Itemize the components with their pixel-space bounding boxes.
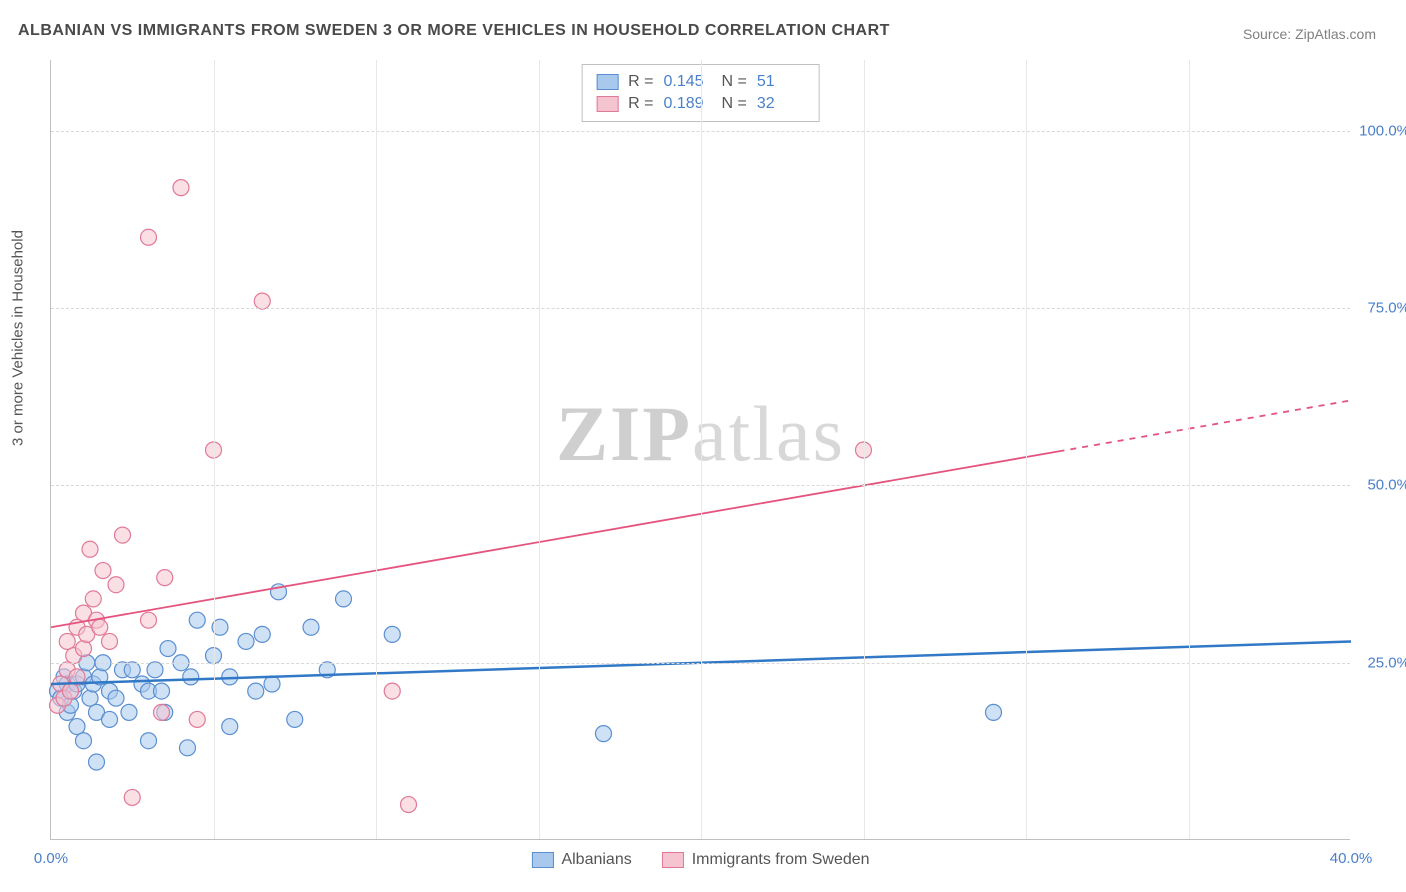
- data-point: [986, 704, 1002, 720]
- y-tick-label: 50.0%: [1367, 477, 1406, 494]
- data-point: [124, 662, 140, 678]
- data-point: [384, 626, 400, 642]
- gridline-v: [376, 60, 377, 839]
- legend-n-value: 32: [757, 95, 805, 113]
- legend-swatch: [531, 852, 553, 868]
- gridline-v: [864, 60, 865, 839]
- data-point: [154, 683, 170, 699]
- data-point: [108, 690, 124, 706]
- data-point: [82, 690, 98, 706]
- data-point: [141, 733, 157, 749]
- y-tick-label: 100.0%: [1359, 122, 1406, 139]
- data-point: [189, 711, 205, 727]
- data-point: [287, 711, 303, 727]
- data-point: [89, 754, 105, 770]
- data-point: [76, 733, 92, 749]
- trend-line-dashed: [1059, 400, 1352, 451]
- legend-swatch: [596, 74, 618, 90]
- data-point: [102, 633, 118, 649]
- data-point: [248, 683, 264, 699]
- data-point: [336, 591, 352, 607]
- data-point: [147, 662, 163, 678]
- gridline-v: [1026, 60, 1027, 839]
- legend-n-label: N =: [722, 73, 747, 91]
- data-point: [85, 591, 101, 607]
- source-attribution: Source: ZipAtlas.com: [1243, 26, 1376, 42]
- data-point: [63, 683, 79, 699]
- data-point: [141, 229, 157, 245]
- legend-swatch: [662, 852, 684, 868]
- legend-r-label: R =: [628, 95, 653, 113]
- data-point: [82, 541, 98, 557]
- data-point: [160, 641, 176, 657]
- data-point: [254, 293, 270, 309]
- data-point: [157, 570, 173, 586]
- plot-area: ZIPatlas R =0.145N =51R =0.189N =32 Alba…: [50, 60, 1350, 840]
- data-point: [238, 633, 254, 649]
- trend-line: [51, 451, 1059, 627]
- x-tick-label: 0.0%: [34, 850, 68, 867]
- legend-series-label: Immigrants from Sweden: [692, 851, 870, 869]
- data-point: [173, 180, 189, 196]
- data-point: [264, 676, 280, 692]
- data-point: [108, 577, 124, 593]
- gridline-v: [1189, 60, 1190, 839]
- data-point: [596, 726, 612, 742]
- x-tick-label: 40.0%: [1330, 850, 1373, 867]
- legend-series-item: Albanians: [531, 851, 631, 869]
- data-point: [222, 719, 238, 735]
- legend-series-label: Albanians: [561, 851, 631, 869]
- chart-container: ALBANIAN VS IMMIGRANTS FROM SWEDEN 3 OR …: [0, 0, 1406, 892]
- data-point: [141, 612, 157, 628]
- data-point: [59, 633, 75, 649]
- legend-r-label: R =: [628, 73, 653, 91]
- data-point: [124, 789, 140, 805]
- y-axis-label: 3 or more Vehicles in Household: [10, 230, 27, 446]
- data-point: [183, 669, 199, 685]
- legend-n-label: N =: [722, 95, 747, 113]
- data-point: [92, 619, 108, 635]
- chart-title: ALBANIAN VS IMMIGRANTS FROM SWEDEN 3 OR …: [18, 22, 890, 40]
- legend-swatch: [596, 96, 618, 112]
- gridline-v: [539, 60, 540, 839]
- legend-r-value: 0.189: [664, 95, 712, 113]
- data-point: [401, 797, 417, 813]
- data-point: [69, 719, 85, 735]
- data-point: [189, 612, 205, 628]
- gridline-v: [214, 60, 215, 839]
- data-point: [121, 704, 137, 720]
- legend-r-value: 0.145: [664, 73, 712, 91]
- y-tick-label: 25.0%: [1367, 654, 1406, 671]
- y-tick-label: 75.0%: [1367, 300, 1406, 317]
- data-point: [254, 626, 270, 642]
- data-point: [95, 563, 111, 579]
- data-point: [384, 683, 400, 699]
- data-point: [76, 641, 92, 657]
- gridline-v: [701, 60, 702, 839]
- data-point: [303, 619, 319, 635]
- data-point: [102, 711, 118, 727]
- data-point: [154, 704, 170, 720]
- legend-series: Albanians Immigrants from Sweden: [531, 851, 869, 869]
- legend-n-value: 51: [757, 73, 805, 91]
- data-point: [180, 740, 196, 756]
- data-point: [115, 527, 131, 543]
- legend-series-item: Immigrants from Sweden: [662, 851, 870, 869]
